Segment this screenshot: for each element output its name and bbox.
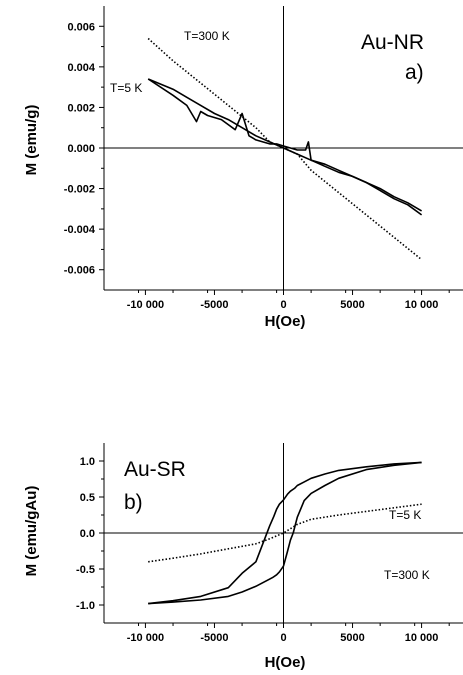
y-tick-label: -0.006 (64, 265, 95, 277)
y-tick-label: 1.0 (80, 456, 95, 468)
series-annotation: T=5 K (110, 81, 142, 95)
x-tick-label: 5000 (340, 632, 364, 644)
series-annotation: T=5 K (389, 508, 421, 522)
x-tick-label: -10 000 (127, 299, 164, 311)
y-tick-label: 0.000 (67, 143, 95, 155)
y-tick-label: 0.002 (67, 102, 95, 114)
x-axis-label: H(Oe) (265, 654, 306, 671)
chart-panel-2: -10 000 -5000 0 5000 10 000 -1.0 -0.5 0.0 0.5 1.0… (23, 443, 463, 671)
chart-panel-1: -10 000 -5000 0 5000 10 000 -0.006 -0.004 -0.00… (23, 6, 463, 330)
series-annotation: T=300 K (184, 29, 230, 43)
series-line-t300k-2 (147, 37, 423, 261)
x-tick-label: -5000 (200, 632, 228, 644)
sample-label: Au-NR (361, 31, 424, 54)
panel-label: b) (124, 491, 143, 514)
y-axis-label: M (emu/g) (23, 105, 40, 176)
x-tick-label: 0 (280, 299, 286, 311)
y-tick-label: -0.5 (76, 564, 95, 576)
panel-label: a) (405, 61, 424, 84)
series-line-t300k-2 (148, 503, 422, 563)
y-tick-label: -1.0 (76, 600, 95, 612)
y-tick-label: -0.004 (64, 224, 96, 236)
y-tick-label: 0.006 (67, 21, 95, 33)
x-tick-label: 10 000 (405, 299, 439, 311)
x-tick-label: -10 000 (127, 632, 164, 644)
x-tick-label: 5000 (340, 299, 364, 311)
y-tick-label: 0.0 (80, 528, 95, 540)
y-tick-label: -0.002 (64, 184, 95, 196)
x-axis-label: H(Oe) (265, 313, 306, 330)
series-line-t5k-1 (148, 461, 422, 605)
y-tick-label: 0.5 (80, 492, 95, 504)
series-annotation: T=300 K (384, 568, 430, 582)
y-tick-label: 0.004 (67, 62, 95, 74)
y-axis-label: M (emu/gAu) (23, 486, 40, 577)
x-tick-label: 10 000 (405, 632, 439, 644)
x-tick-label: 0 (280, 632, 286, 644)
x-tick-label: -5000 (200, 299, 228, 311)
sample-label: Au-SR (124, 458, 186, 481)
series-line-t5k-0 (148, 461, 422, 605)
